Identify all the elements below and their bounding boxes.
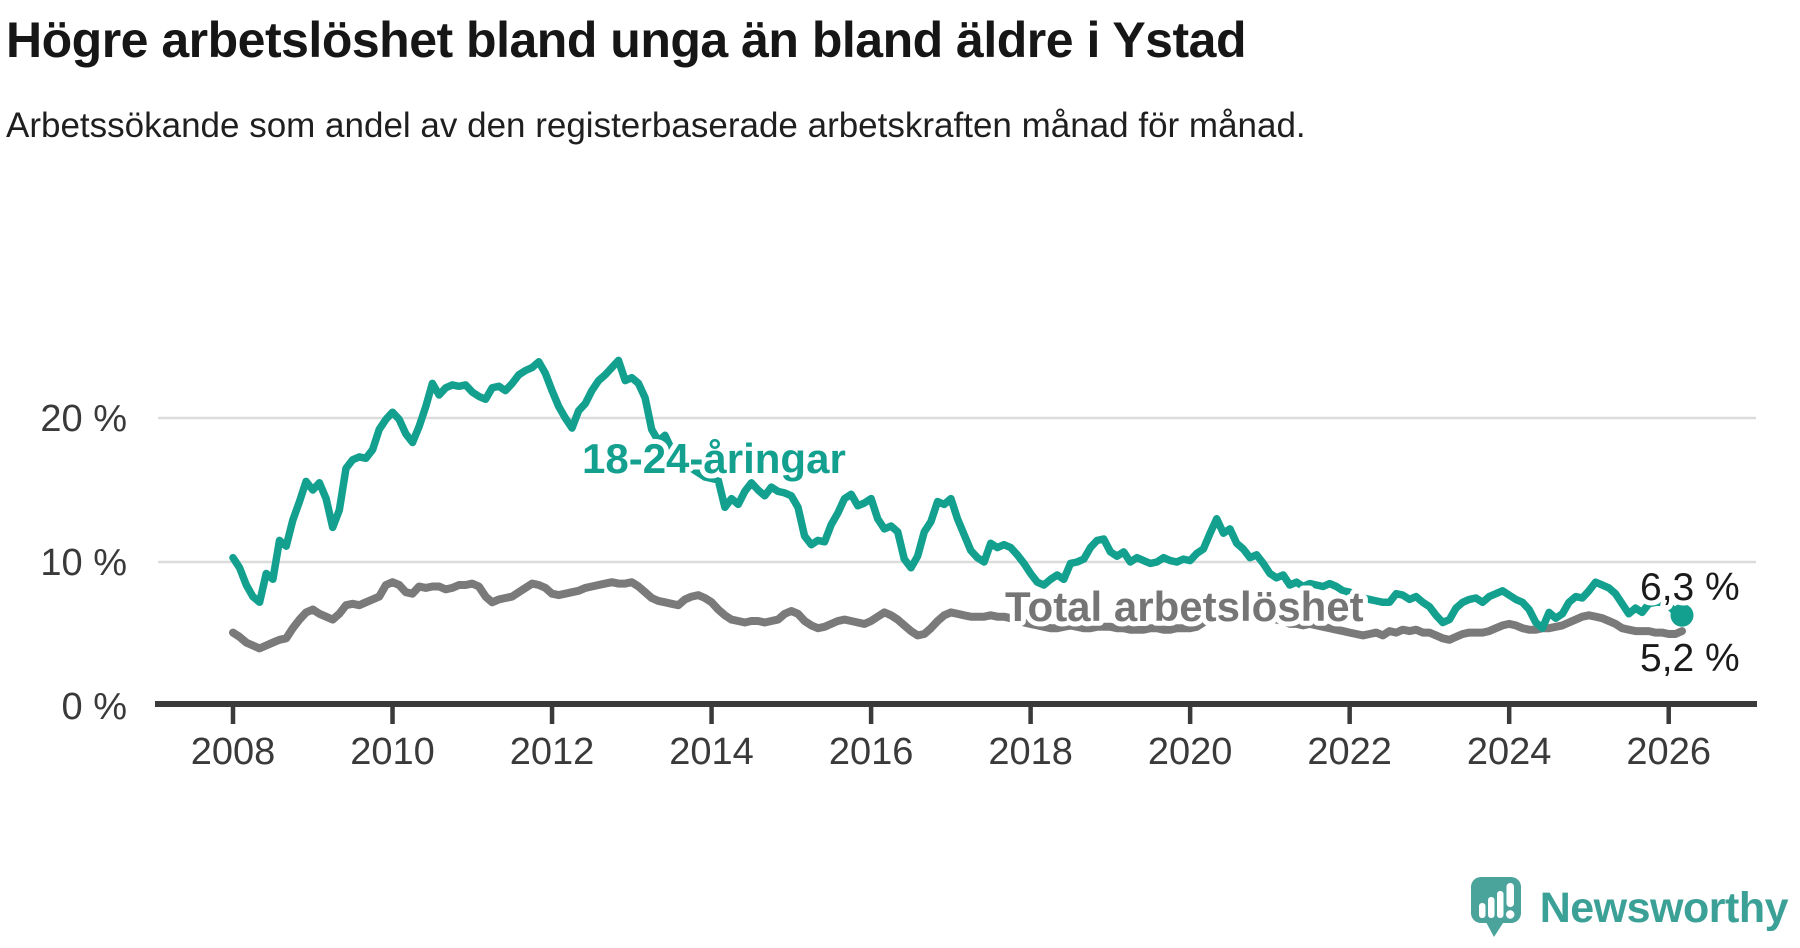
total-series-label: Total arbetslöshet — [1005, 583, 1364, 630]
y-tick-label: 0 % — [62, 686, 127, 728]
x-tick-label: 2010 — [350, 731, 435, 773]
total-end-value-label: 5,2 % — [1640, 637, 1740, 680]
y-tick-label: 20 % — [40, 398, 127, 440]
chart-subtitle: Arbetssökande som andel av den registerb… — [6, 106, 1306, 145]
x-tick-label: 2016 — [829, 731, 914, 773]
x-tick-label: 2022 — [1307, 731, 1392, 773]
youth-series-label: 18-24-åringar — [582, 435, 846, 482]
x-tick-label: 2008 — [191, 731, 276, 773]
x-tick-label: 2024 — [1467, 731, 1552, 773]
x-tick-label: 2014 — [669, 731, 754, 773]
chart-header: Högre arbetslöshet bland unga än bland ä… — [6, 0, 1786, 153]
page-title: Högre arbetslöshet bland unga än bland ä… — [6, 12, 1247, 68]
x-tick-label: 2018 — [988, 731, 1073, 773]
x-tick-label: 2020 — [1148, 731, 1233, 773]
newsworthy-speech-bubble-chart-icon — [1470, 877, 1521, 937]
y-tick-label: 10 % — [40, 542, 127, 584]
youth-unemployment-line — [229, 356, 1686, 632]
youth-endpoint-dot — [1670, 603, 1694, 627]
x-tick-label: 2012 — [510, 731, 595, 773]
newsworthy-logo: Newsworthy — [1470, 876, 1789, 940]
logo-wordmark: Newsworthy — [1539, 883, 1789, 932]
total-unemployment-line — [229, 578, 1686, 653]
x-tick-label: 2026 — [1626, 731, 1711, 773]
youth-end-value-label: 6,3 % — [1640, 566, 1740, 609]
